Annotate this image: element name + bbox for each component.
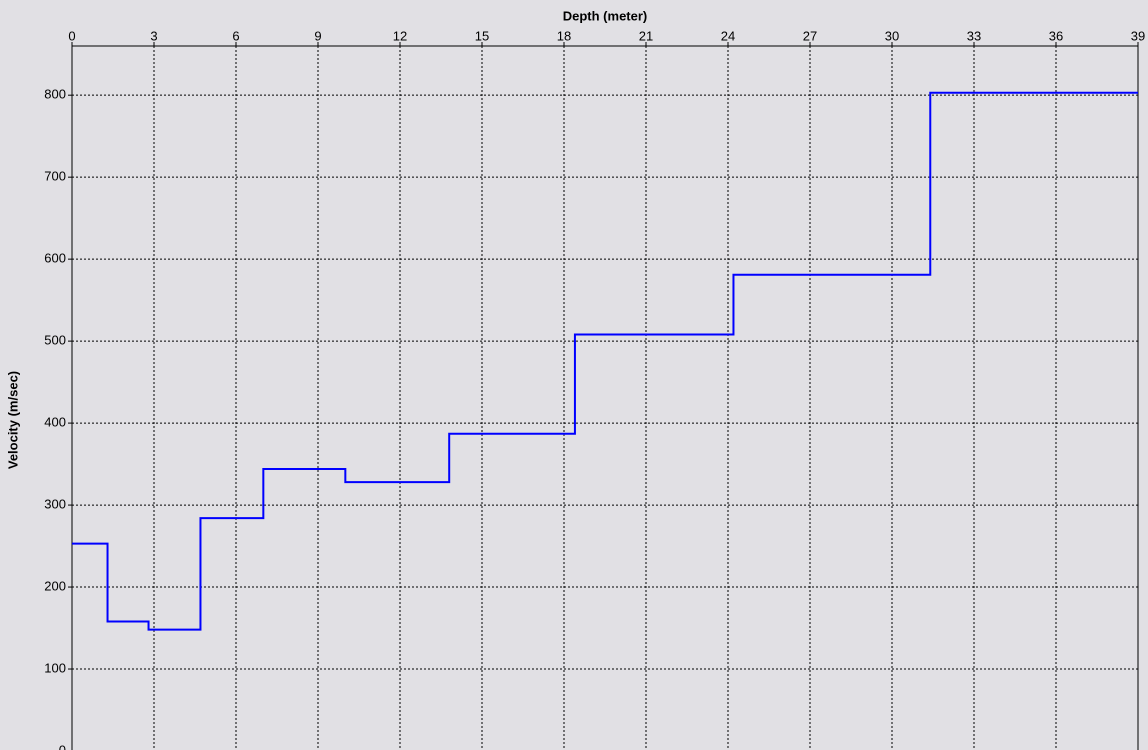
x-tick-label: 33 — [967, 28, 981, 43]
x-axis-title: Depth (meter) — [563, 8, 648, 23]
x-tick-label: 12 — [393, 28, 407, 43]
x-tick-label: 24 — [721, 28, 735, 43]
y-tick-label: 500 — [44, 333, 66, 348]
y-tick-label: 700 — [44, 169, 66, 184]
y-tick-label: 200 — [44, 578, 66, 593]
x-tick-label: 21 — [639, 28, 653, 43]
x-tick-label: 3 — [150, 28, 157, 43]
x-tick-label: 9 — [314, 28, 321, 43]
x-tick-label: 18 — [557, 28, 571, 43]
plot-border — [71, 45, 1139, 750]
x-tick-label: 15 — [475, 28, 489, 43]
y-tick-label: 300 — [44, 497, 66, 512]
x-tick-label: 36 — [1049, 28, 1063, 43]
y-axis-title: Velocity (m/sec) — [5, 371, 20, 469]
y-tick-label: 400 — [44, 415, 66, 430]
x-tick-label: 6 — [232, 28, 239, 43]
velocity-line — [72, 91, 1138, 631]
x-tick-label: 30 — [885, 28, 899, 43]
y-tick-label: 0 — [59, 742, 66, 750]
x-tick-label: 0 — [68, 28, 75, 43]
y-tick-label: 100 — [44, 660, 66, 675]
y-tick-label: 800 — [44, 87, 66, 102]
y-tick-label: 600 — [44, 251, 66, 266]
x-tick-label: 39 — [1131, 28, 1145, 43]
x-tick-label: 27 — [803, 28, 817, 43]
